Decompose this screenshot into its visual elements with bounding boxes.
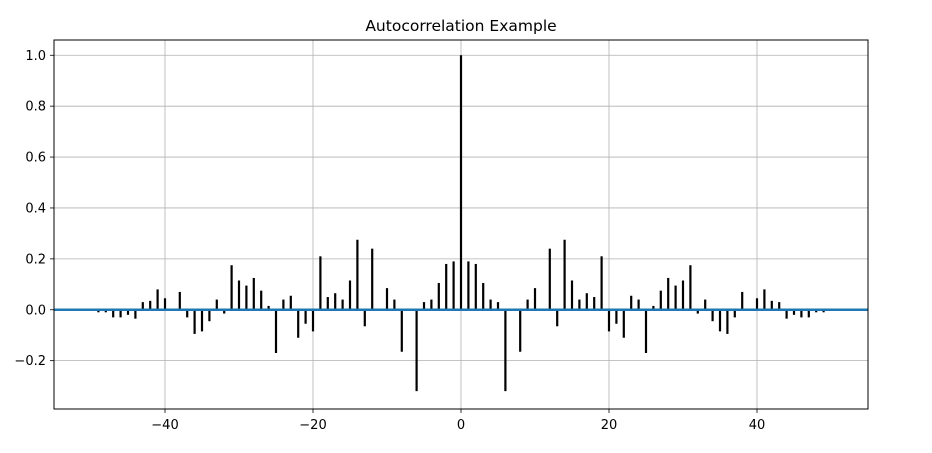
axis-ticks: −40 −20 0 20 40 −0.2 0.0 0.2 0.4 0.6 0.8 1.0 (14, 49, 765, 433)
y-tick-label: 1.0 (25, 49, 46, 64)
y-tick-label: 0.8 (25, 100, 46, 115)
y-tick-label: 0.6 (25, 151, 46, 166)
x-tick-label: −40 (151, 418, 178, 433)
bars (97, 55, 825, 392)
x-tick-label: 40 (749, 418, 766, 433)
y-tick-label: 0.2 (25, 252, 46, 267)
y-tick-label: 0.0 (25, 303, 46, 318)
y-tick-label: 0.4 (25, 201, 46, 216)
x-tick-label: 0 (457, 418, 465, 433)
x-tick-label: 20 (601, 418, 618, 433)
y-tick-label: −0.2 (14, 354, 46, 369)
chart-title: Autocorrelation Example (365, 17, 556, 35)
x-tick-label: −20 (299, 418, 326, 433)
